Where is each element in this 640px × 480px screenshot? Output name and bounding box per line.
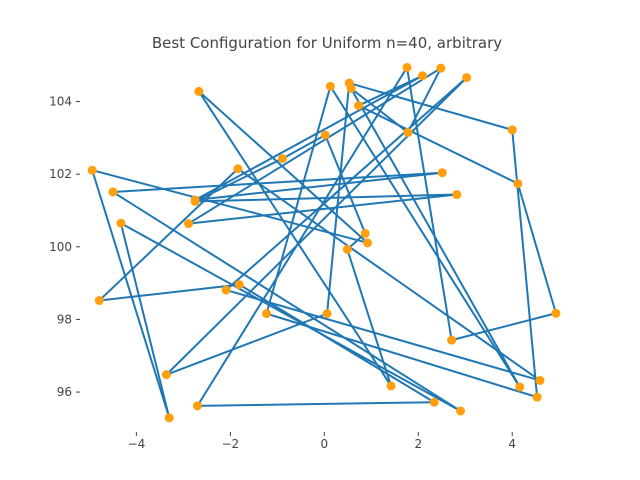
path-segment: [358, 104, 519, 185]
data-point: [161, 370, 171, 380]
path-segment: [237, 167, 541, 382]
data-point: [429, 397, 439, 407]
x-tick-label: 4: [508, 437, 516, 451]
data-point: [515, 382, 525, 392]
path-segment: [198, 90, 369, 244]
path-segment: [119, 222, 171, 419]
y-tick-label: 98: [57, 312, 72, 326]
data-point: [108, 187, 118, 197]
data-point: [277, 154, 287, 164]
path-segment: [188, 193, 457, 225]
data-point: [342, 244, 352, 254]
data-point: [513, 179, 523, 189]
data-point: [322, 309, 332, 319]
data-point: [403, 127, 413, 137]
data-point: [116, 218, 126, 228]
path-segment: [194, 74, 423, 201]
path-segment: [265, 86, 332, 314]
path-segment: [197, 401, 435, 407]
data-point: [456, 406, 466, 416]
data-point: [94, 296, 104, 306]
path-segment: [165, 76, 468, 376]
data-point: [462, 73, 472, 83]
path-segment: [511, 129, 539, 398]
data-point: [87, 165, 97, 175]
data-point: [262, 309, 272, 319]
data-point: [437, 168, 447, 178]
data-point: [507, 125, 517, 135]
path-segment: [407, 67, 442, 133]
data-point: [447, 335, 457, 345]
path-segment: [516, 183, 557, 314]
axes: −4 −2 0 2 4 96 98 100 102 104: [49, 95, 516, 451]
data-point: [325, 81, 335, 91]
data-point: [190, 196, 200, 206]
path-segment: [91, 169, 368, 244]
y-tick-label: 96: [57, 385, 72, 399]
path-segment: [266, 312, 538, 399]
path-segment: [324, 134, 367, 234]
path-segment: [166, 312, 328, 376]
path-segment: [348, 82, 513, 131]
data-point: [234, 280, 244, 290]
data-point: [184, 219, 194, 229]
data-point: [452, 190, 462, 200]
series-markers: [87, 62, 561, 423]
y-tick-label: 102: [49, 167, 72, 181]
x-tick-label: −4: [128, 437, 146, 451]
data-point: [532, 392, 542, 402]
path-segment: [120, 222, 462, 412]
data-point: [194, 86, 204, 96]
path-segment: [358, 74, 423, 107]
data-point: [192, 401, 202, 411]
path-segment: [225, 289, 541, 382]
path-segment: [188, 67, 442, 225]
data-point: [360, 228, 370, 238]
path-segment: [225, 76, 468, 291]
path-segment: [99, 283, 240, 302]
data-point: [386, 381, 396, 391]
series-path: [91, 66, 557, 419]
path-segment: [198, 90, 392, 387]
path-segment: [346, 249, 392, 387]
path-segment: [451, 312, 557, 342]
x-tick-label: 0: [320, 437, 328, 451]
x-tick-label: −2: [221, 437, 239, 451]
x-tick-label: 2: [414, 437, 422, 451]
path-segment: [282, 134, 326, 160]
path-segment: [350, 88, 521, 388]
path-segment: [350, 87, 409, 134]
path-segment: [112, 191, 462, 412]
data-point: [402, 62, 412, 72]
data-point: [164, 413, 174, 423]
data-point: [417, 71, 427, 81]
path-segment: [329, 85, 521, 388]
path-segment: [91, 169, 171, 419]
data-point: [221, 285, 231, 295]
data-point: [535, 375, 545, 385]
data-point: [551, 308, 561, 318]
y-tick-label: 100: [49, 240, 72, 254]
data-point: [346, 84, 356, 94]
path-segment: [406, 67, 453, 341]
data-point: [436, 63, 446, 73]
y-tick-label: 104: [49, 95, 72, 109]
data-point: [320, 130, 330, 140]
chart-title: Best Configuration for Uniform n=40, arb…: [152, 34, 502, 52]
path-segment: [194, 157, 283, 203]
path-segment: [195, 193, 457, 203]
data-point: [354, 101, 364, 111]
data-point: [233, 164, 243, 174]
path-segment: [112, 171, 443, 193]
data-point: [363, 238, 373, 248]
